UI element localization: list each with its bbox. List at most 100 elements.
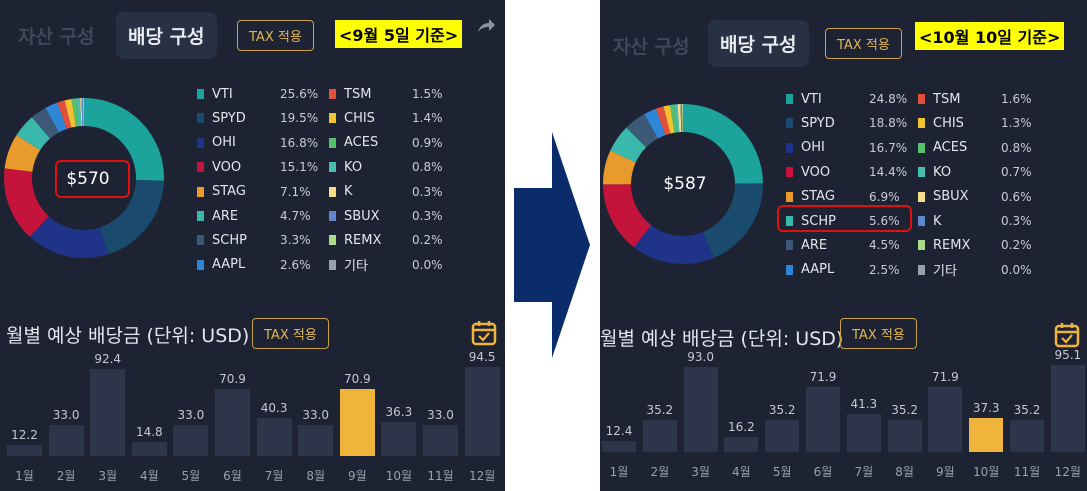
legend-swatch (918, 94, 925, 104)
bar-1[interactable] (7, 444, 42, 456)
legend-name: SCHP (212, 232, 247, 248)
legend-item-ko: KO 0.8% (329, 158, 460, 176)
legend-item-spyd: SPYD 19.5% (197, 109, 328, 127)
legend-name: ARE (212, 208, 239, 224)
legend-name: 기타 (933, 264, 957, 280)
month-label: 12월 (1054, 465, 1081, 479)
legend-item-aapl: AAPL 2.5% (786, 261, 917, 279)
bar-12[interactable] (464, 367, 500, 456)
bar-value-label: 94.5 (468, 350, 496, 365)
month-label: 3월 (98, 469, 118, 483)
bar-1[interactable] (602, 440, 636, 452)
legend-name: 기타 (344, 259, 368, 275)
bar-value-label: 70.9 (343, 372, 371, 387)
legend-percent: 1.3% (1001, 116, 1032, 131)
bar-value-label: 33.0 (52, 407, 80, 422)
bar-value-label: 16.2 (728, 420, 755, 435)
legend-percent: 0.0% (1001, 262, 1032, 277)
highlight-box (777, 205, 912, 232)
bar-10[interactable] (381, 421, 417, 456)
legend-item-tsm: TSM 1.5% (329, 85, 460, 103)
legend-percent: 1.4% (412, 111, 443, 126)
legend-name: ACES (933, 140, 968, 156)
legend-item-aces: ACES 0.9% (329, 134, 460, 152)
section-tax-apply-button[interactable]: TAX 적용 (840, 318, 917, 349)
bar-value-label: 71.9 (932, 369, 959, 384)
bar-value-label: 12.4 (605, 423, 633, 438)
bar-2[interactable] (642, 419, 677, 452)
legend-name: OHI (212, 135, 236, 151)
legend-percent: 14.4% (869, 165, 908, 180)
donut-slice-k (680, 104, 683, 133)
legend-name: K (344, 184, 353, 200)
month-label: 8월 (306, 469, 326, 483)
bar-9[interactable] (928, 386, 963, 452)
legend-name: CHIS (344, 110, 375, 126)
legend-swatch (918, 240, 925, 251)
bar-2[interactable] (48, 424, 84, 456)
tab-dividend-composition[interactable]: 배당 구성 (708, 20, 809, 67)
total-dividend-value: $570 (66, 169, 110, 189)
legend-item-are: ARE 4.5% (786, 236, 917, 254)
legend-percent: 0.6% (1001, 189, 1032, 204)
bar-9[interactable] (339, 389, 375, 456)
bar-7[interactable] (256, 418, 292, 456)
bar-value-label: 40.3 (260, 401, 288, 416)
donut-slice-ohi (29, 216, 109, 258)
monthly-dividend-chart: 12.4 1월 35.2 2월 93.0 3월 16.2 4월 35.2 5월 71.9 6월 41.3… (600, 0, 1087, 491)
bar-10[interactable] (969, 418, 1004, 452)
donut-slice-aapl (644, 108, 666, 139)
legend-swatch (197, 162, 204, 173)
legend-percent: 0.3% (412, 184, 443, 199)
right-screenshot-panel: 자산 구성 배당 구성 TAX 적용 <10월 10일 기준> $587 VTI… (600, 0, 1087, 491)
legend-swatch (918, 142, 925, 153)
legend-swatch (918, 191, 925, 202)
legend-percent: 2.6% (280, 257, 311, 272)
bar-3[interactable] (683, 367, 718, 452)
tax-apply-button[interactable]: TAX 적용 (825, 28, 902, 59)
tab-asset-composition[interactable]: 자산 구성 (18, 26, 95, 48)
month-label: 4월 (139, 469, 159, 483)
bar-5[interactable] (173, 424, 209, 456)
legend-item-k: K 0.3% (918, 212, 1049, 230)
bar-4[interactable] (724, 437, 759, 452)
bar-value-label: 12.2 (11, 427, 38, 442)
legend-name: SBUX (344, 208, 380, 224)
tab-dividend-composition[interactable]: 배당 구성 (116, 12, 217, 59)
bar-6[interactable] (215, 389, 250, 456)
bar-6[interactable] (806, 386, 840, 452)
bar-value-label: 36.3 (385, 404, 413, 419)
bar-value-label: 71.9 (809, 369, 837, 384)
bar-3[interactable] (90, 369, 126, 456)
bar-12[interactable] (1050, 365, 1085, 452)
legend-percent: 5.6% (869, 214, 900, 228)
legend-percent: 0.8% (412, 160, 443, 175)
bar-value-label: 93.0 (687, 350, 714, 365)
donut-slice-are (16, 117, 51, 151)
bar-8[interactable] (887, 419, 922, 452)
bar-value-label: 70.9 (219, 372, 246, 387)
calendar-icon[interactable] (471, 320, 497, 346)
legend-name: SBUX (933, 189, 969, 205)
legend-name: TSM (933, 91, 961, 107)
section-tax-apply-button[interactable]: TAX 적용 (252, 318, 329, 349)
month-label: 4월 (732, 465, 751, 479)
left-screenshot-panel: 자산 구성 배당 구성 TAX 적용 <9월 5일 기준> $570 VTI 25… (0, 0, 505, 491)
legend-swatch (786, 216, 793, 226)
legend-name: ARE (801, 237, 828, 253)
tab-asset-composition[interactable]: 자산 구성 (613, 36, 690, 58)
legend-swatch (918, 216, 925, 226)
bar-4[interactable] (131, 442, 167, 456)
donut-slice-ko (75, 98, 82, 127)
legend-item-remx: REMX 0.2% (918, 236, 1049, 254)
share-icon[interactable] (476, 16, 496, 36)
bar-8[interactable] (298, 424, 334, 456)
legend-name: STAG (801, 189, 835, 205)
tax-apply-button[interactable]: TAX 적용 (237, 20, 314, 51)
bar-7[interactable] (846, 414, 881, 452)
legend-name: K (933, 213, 942, 229)
bar-5[interactable] (765, 419, 800, 452)
bar-11[interactable] (423, 424, 458, 456)
bar-11[interactable] (1010, 419, 1044, 452)
calendar-icon[interactable] (1054, 322, 1080, 348)
